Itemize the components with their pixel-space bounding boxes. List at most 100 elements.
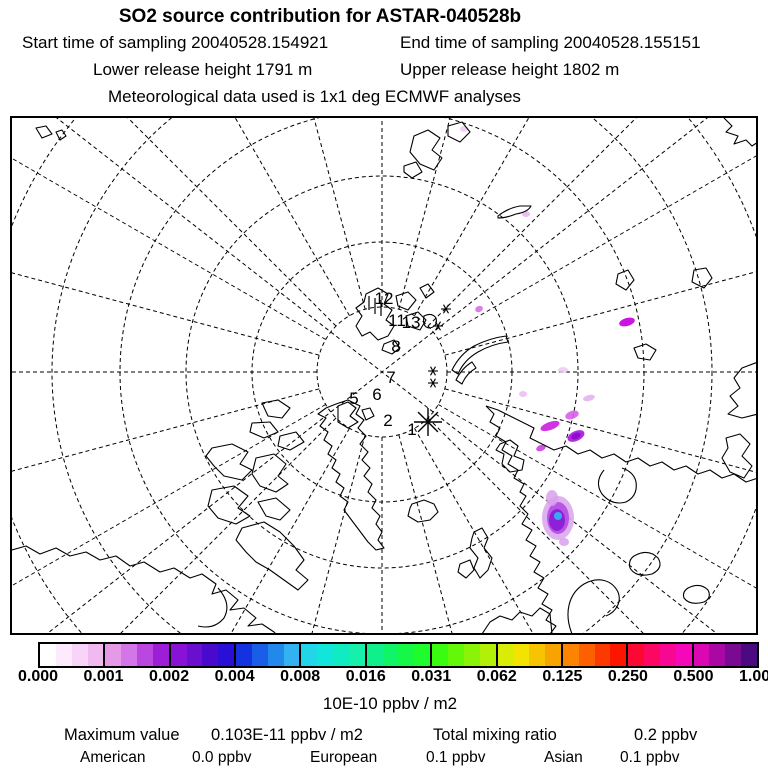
coastline-path	[615, 269, 635, 291]
graticule-meridian-line	[230, 428, 350, 633]
coastline-path	[355, 287, 395, 341]
coastline-path	[597, 467, 637, 504]
coastline-path	[721, 433, 753, 479]
coastline-path	[497, 205, 532, 219]
graticule-meridian-line	[12, 404, 326, 587]
colorbar-cell	[709, 644, 726, 666]
graticule-meridian-line	[444, 388, 756, 473]
coastline-path	[403, 161, 423, 179]
colorbar-cell	[105, 644, 122, 666]
colorbar-cell	[610, 644, 627, 666]
so2-plume-blob	[559, 538, 569, 546]
coastline-path	[727, 362, 756, 419]
colorbar-tick-label: 0.016	[345, 668, 386, 685]
colorbar-cell	[366, 644, 383, 666]
coastline-path	[455, 361, 477, 385]
graticule-meridian-line	[438, 155, 756, 340]
so2-plume-blob	[519, 391, 527, 397]
start-time-label: Start time of sampling 20040528.154921	[22, 33, 329, 52]
coastline-path	[482, 607, 553, 633]
coastline-path	[235, 521, 309, 591]
graticule-meridian-line	[438, 404, 756, 589]
colorbar-tick-label: 0.500	[673, 668, 714, 685]
colorbar-tick-label: 0.004	[214, 668, 255, 685]
colorbar-cell	[152, 644, 169, 666]
colorbar-cell	[202, 644, 219, 666]
colorbar-cell	[137, 644, 153, 666]
graticule-meridian-line	[427, 118, 637, 327]
lower-release-label: Lower release height 1791 m	[93, 60, 313, 79]
coastline-path	[205, 443, 253, 481]
graticule-meridian-line	[12, 388, 320, 472]
small-asterisk-marker	[443, 304, 449, 314]
colorbar-cell	[628, 644, 645, 666]
colorbar-segment	[234, 644, 300, 666]
coastline-path	[419, 283, 435, 299]
graticule-meridian-line	[414, 118, 530, 316]
colorbar-cell	[529, 644, 546, 666]
colorbar	[38, 642, 759, 668]
colorbar-cell	[497, 644, 514, 666]
colorbar-segment	[103, 644, 169, 666]
small-asterisk-marker	[430, 378, 436, 388]
so2-plume-blob	[565, 410, 579, 420]
coastline-path	[12, 545, 276, 633]
small-asterisk-marker	[430, 366, 436, 376]
max-value-label: Maximum value	[64, 726, 180, 744]
colorbar-segment	[560, 644, 627, 666]
so2-plume-blob	[583, 394, 595, 402]
colorbar-cell	[186, 644, 203, 666]
colorbar-units-label: 10E-10 ppbv / m2	[322, 694, 458, 713]
track-point-label: 1	[407, 420, 416, 439]
coastline-path	[317, 399, 385, 551]
colorbar-cell	[251, 644, 268, 666]
end-time-label: End time of sampling 20040528.155151	[400, 33, 701, 52]
colorbar-cell	[40, 644, 56, 666]
colorbar-cell	[725, 644, 742, 666]
coastline-path	[35, 125, 67, 141]
graticule-meridian-line	[427, 417, 644, 633]
colorbar-cell	[71, 644, 88, 666]
colorbar-cell	[594, 644, 611, 666]
colorbar-cell	[87, 644, 104, 666]
colorbar-segment	[168, 644, 235, 666]
colorbar-cell	[333, 644, 349, 666]
so2-plume-blob	[460, 126, 468, 132]
graticule-meridian-line	[127, 118, 337, 327]
colorbar-cell	[562, 644, 579, 666]
coastline-path	[251, 453, 289, 493]
graticule-meridian-line	[12, 157, 326, 340]
coastline-path	[457, 559, 475, 579]
colorbar-cell	[317, 644, 334, 666]
small-asterisk-marker	[435, 321, 441, 331]
colorbar-tick-label: 0.000	[17, 668, 59, 685]
colorbar-tick-label: 1.000	[738, 668, 768, 685]
coastline-path	[409, 129, 443, 171]
source-american-value: 0.0 ppbv	[192, 749, 252, 766]
total-mixing-ratio-label: Total mixing ratio	[433, 726, 557, 744]
colorbar-tick-label: 0.062	[476, 668, 517, 685]
track-point-label: 6	[372, 385, 381, 404]
colorbar-cell	[463, 644, 480, 666]
colorbar-cell	[170, 644, 187, 666]
so2-plume-blob	[571, 432, 581, 440]
coastline-path	[633, 343, 657, 361]
colorbar-cell	[55, 644, 72, 666]
colorbar-segment	[495, 644, 561, 666]
coastline-path	[407, 499, 439, 523]
coastline-path	[451, 335, 509, 375]
graticule-meridian-line	[120, 417, 337, 633]
coastline-path	[361, 407, 375, 421]
colorbar-tick-label: 0.002	[149, 668, 190, 685]
graticule-meridian-line	[444, 271, 756, 356]
colorbar-tick-labels: 0.000 0.001 0.002 0.004 0.008 0.016 0.031 0.062…	[18, 668, 768, 686]
colorbar-segment	[691, 644, 757, 666]
so2-plume-blob	[475, 305, 483, 313]
source-american-label: American	[80, 749, 146, 766]
track-point-label: 12	[375, 289, 394, 308]
coastline-path	[567, 579, 620, 633]
coastline-path	[682, 584, 710, 604]
coastline-path	[495, 439, 525, 473]
coastline-path	[723, 118, 756, 147]
colorbar-tick-label: 0.250	[607, 668, 648, 685]
